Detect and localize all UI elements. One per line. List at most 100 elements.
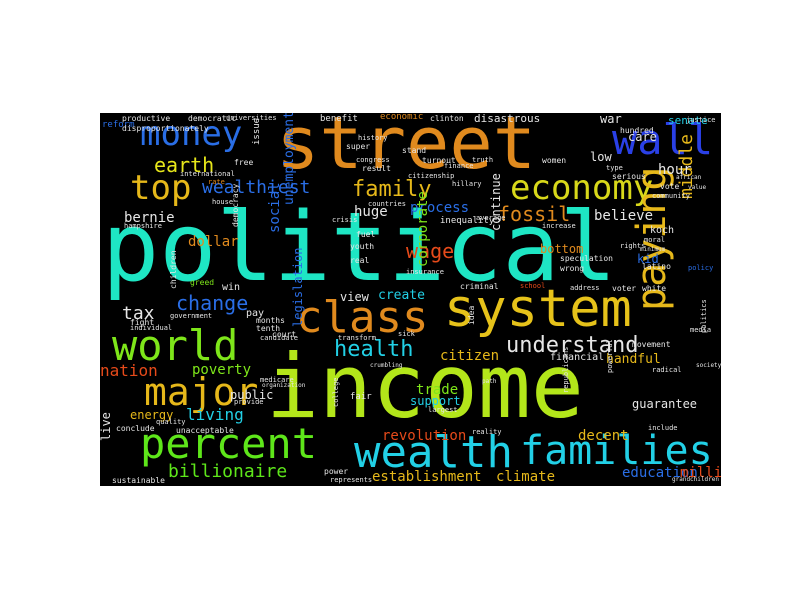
word-individual: individual bbox=[130, 324, 173, 332]
word-low: low bbox=[590, 150, 612, 164]
word-financial: financial bbox=[550, 352, 605, 363]
word-conclude: conclude bbox=[116, 424, 155, 433]
word-tax: tax bbox=[122, 303, 155, 324]
word-enormous: enormous bbox=[100, 399, 102, 433]
word-money: money bbox=[140, 114, 243, 154]
word-sick: sick bbox=[398, 330, 415, 338]
word-wrong: wrong bbox=[560, 264, 585, 273]
word-wall: wall bbox=[612, 115, 714, 164]
word-care: care bbox=[628, 130, 657, 144]
word-represents: represents bbox=[330, 476, 373, 484]
word-organization: organization bbox=[262, 382, 306, 389]
word-clinton: clinton bbox=[430, 114, 464, 123]
word-finance: finance bbox=[444, 162, 474, 170]
word-insurance: insurance bbox=[406, 268, 444, 276]
word-house: house bbox=[212, 198, 234, 206]
word-families: families bbox=[520, 428, 713, 474]
word-youth: youth bbox=[350, 242, 375, 251]
word-process: process bbox=[410, 200, 470, 216]
word-minimum: minimum bbox=[640, 246, 666, 253]
word-court: court bbox=[272, 330, 297, 339]
word-movement: movement bbox=[632, 340, 671, 349]
word-million: million bbox=[680, 465, 721, 481]
word-women: women bbox=[542, 156, 567, 165]
word-dollar: dollar bbox=[188, 234, 239, 250]
word-government: government bbox=[170, 312, 213, 320]
word-major: major bbox=[144, 370, 259, 414]
word-support: support bbox=[410, 394, 461, 408]
word-economy: economy bbox=[510, 168, 654, 208]
word-wage: wage bbox=[406, 239, 455, 263]
word-voter: voter bbox=[612, 284, 637, 293]
word-top: top bbox=[130, 168, 192, 208]
word-society: society bbox=[696, 362, 721, 369]
word-disproportionately: disproportionately bbox=[122, 124, 209, 133]
word-fight: fight bbox=[130, 318, 155, 327]
word-reform: reform bbox=[102, 120, 135, 130]
word-media: media bbox=[690, 326, 712, 334]
word-guarantee: guarantee bbox=[632, 397, 698, 411]
word-stand: stand bbox=[402, 146, 427, 155]
word-kid: kid bbox=[637, 252, 659, 266]
word-vote: vote bbox=[660, 182, 680, 191]
word-fossil: fossil bbox=[498, 202, 571, 226]
word-win: win bbox=[222, 282, 241, 293]
word-average: average bbox=[476, 214, 506, 222]
word-understand: understand bbox=[506, 333, 639, 358]
word-education: education bbox=[622, 465, 698, 481]
word-energy: energy bbox=[130, 408, 174, 422]
word-hillary: hillary bbox=[452, 180, 482, 188]
word-citizen: citizen bbox=[440, 348, 500, 364]
word-latino: latino bbox=[642, 262, 671, 271]
word-countries: countries bbox=[368, 200, 406, 208]
word-international: international bbox=[180, 170, 235, 178]
word-percent: percent bbox=[140, 419, 318, 468]
word-income: income bbox=[266, 335, 584, 438]
word-corporate: corporate bbox=[415, 191, 431, 267]
word-candidate: candidate bbox=[260, 334, 298, 342]
word-grandchildren: grandchildren bbox=[672, 476, 719, 483]
word-sustainable: sustainable bbox=[112, 476, 165, 485]
word-months: months bbox=[256, 316, 285, 325]
word-huge: huge bbox=[354, 204, 388, 220]
word-provide: provide bbox=[234, 398, 264, 406]
word-serious: serious bbox=[612, 172, 646, 181]
word-view: view bbox=[340, 290, 369, 304]
word-political: political bbox=[102, 193, 617, 303]
word-economic: economic bbox=[380, 113, 424, 122]
word-policy: policy bbox=[688, 264, 714, 272]
word-hundred: hundred bbox=[620, 126, 654, 135]
word-truth: truth bbox=[472, 156, 494, 164]
word-type: type bbox=[606, 164, 623, 172]
word-family: family bbox=[352, 177, 432, 202]
word-rights: rights bbox=[620, 242, 646, 250]
word-result: result bbox=[362, 164, 391, 173]
word-congress: congress bbox=[356, 156, 390, 164]
word-cloud: political income street system wealth fa… bbox=[100, 113, 721, 486]
word-pay: pay bbox=[246, 308, 265, 319]
word-earth: earth bbox=[154, 153, 215, 177]
word-senate: senate bbox=[668, 114, 708, 127]
word-unacceptable: unacceptable bbox=[176, 426, 234, 435]
word-address: address bbox=[570, 284, 600, 292]
word-believe: believe bbox=[594, 208, 654, 224]
word-hampshire: hampshire bbox=[124, 222, 162, 230]
word-universities: universities bbox=[226, 114, 277, 122]
word-productive: productive bbox=[122, 114, 171, 123]
word-college: college bbox=[332, 377, 340, 407]
word-history: history bbox=[358, 134, 388, 142]
word-benefit: benefit bbox=[320, 114, 358, 124]
word-children: children bbox=[169, 250, 178, 289]
word-medicare: medicare bbox=[260, 376, 294, 384]
word-transform: transform bbox=[338, 334, 376, 342]
word-poverty: poverty bbox=[192, 362, 252, 378]
word-moral: moral bbox=[644, 236, 666, 244]
word-wealthiest: wealthiest bbox=[202, 177, 311, 198]
word-increase: increase bbox=[542, 222, 576, 230]
word-change: change bbox=[176, 291, 249, 315]
word-tenth: tenth bbox=[256, 324, 281, 333]
word-super: super bbox=[346, 142, 371, 151]
word-billionaire: billionaire bbox=[168, 461, 288, 482]
word-path: path bbox=[482, 378, 497, 385]
word-bernie: bernie bbox=[124, 210, 175, 226]
